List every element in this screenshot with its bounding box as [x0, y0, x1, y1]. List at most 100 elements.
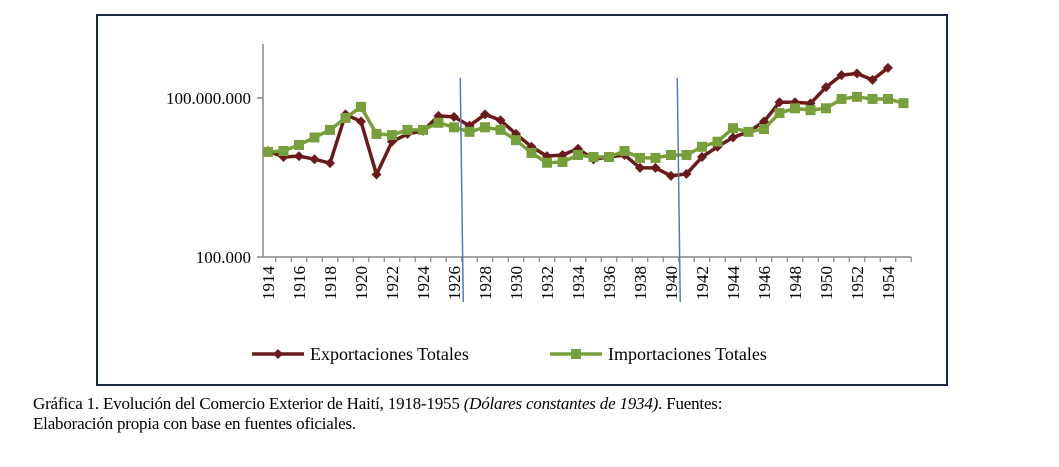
x-tick-label: 1952 — [848, 266, 867, 300]
x-tick-label: 1924 — [414, 266, 433, 301]
data-point — [836, 70, 847, 81]
legend: Exportaciones Totales Importaciones Total… — [252, 344, 767, 364]
data-point — [449, 122, 459, 133]
data-point — [898, 98, 909, 109]
x-tick-label: 1954 — [879, 266, 898, 301]
data-point — [774, 97, 785, 108]
x-tick-labels: 1914 1916 1918 1920 1922 1924 1926 1928 1930 1932… — [259, 266, 898, 301]
data-point — [278, 146, 289, 156]
data-point — [883, 93, 893, 104]
caption-line2: Elaboración propia con base en fuentes o… — [33, 414, 356, 433]
x-tick-label: 1944 — [724, 266, 743, 301]
data-point — [464, 126, 475, 137]
x-tick-label: 1930 — [507, 266, 526, 300]
data-point — [356, 116, 366, 127]
x-tick-label: 1938 — [631, 266, 650, 300]
data-point — [294, 151, 304, 162]
x-tick-label: 1940 — [662, 266, 681, 300]
data-point — [604, 152, 614, 163]
data-point — [387, 130, 397, 141]
data-point — [836, 93, 847, 104]
figure-caption: Gráfica 1. Evolución del Comercio Exteri… — [33, 394, 1053, 434]
data-point — [294, 139, 304, 150]
data-point — [526, 147, 537, 158]
data-point — [697, 152, 707, 163]
data-point — [635, 152, 645, 163]
data-point — [774, 108, 785, 119]
x-tick-label: 1918 — [321, 266, 340, 300]
legend-marker-diamond — [273, 349, 283, 359]
data-point — [759, 124, 769, 135]
x-tick-label: 1936 — [600, 266, 619, 300]
x-tick-label: 1948 — [786, 266, 805, 300]
x-ticks — [275, 257, 912, 262]
data-point — [728, 132, 738, 143]
vertical-marker-line — [676, 77, 681, 303]
x-tick-label: 1932 — [538, 266, 557, 300]
series-exportaciones — [263, 62, 893, 181]
caption-suffix: . Fuentes: — [658, 394, 723, 413]
data-point — [805, 105, 816, 116]
data-point — [495, 124, 506, 135]
data-point — [325, 124, 335, 135]
data-point — [650, 152, 661, 163]
data-point — [852, 91, 862, 102]
y-tick-label: 100.000.000 — [166, 89, 251, 108]
y-tick-label: 100.000 — [196, 248, 251, 267]
x-tick-label: 1926 — [445, 266, 464, 300]
data-point — [418, 124, 428, 135]
x-tick-label: 1922 — [383, 266, 402, 300]
data-point — [480, 122, 490, 133]
legend-label: Exportaciones Totales — [310, 344, 469, 364]
data-point — [449, 111, 459, 122]
data-point — [402, 124, 413, 135]
data-point — [356, 101, 366, 112]
data-point — [495, 115, 506, 126]
x-tick-label: 1934 — [569, 266, 588, 301]
chart-frame — [96, 14, 948, 386]
data-point — [867, 93, 878, 104]
data-point — [790, 103, 800, 114]
data-point — [542, 157, 552, 168]
data-point — [588, 152, 599, 163]
data-point — [480, 109, 490, 120]
x-tick-label: 1946 — [755, 266, 774, 300]
data-point — [852, 68, 862, 79]
data-point — [325, 158, 335, 169]
x-tick-label: 1914 — [259, 266, 278, 301]
data-point — [821, 103, 831, 114]
data-point — [666, 170, 676, 181]
data-point — [371, 128, 382, 139]
legend-item-importaciones: Importaciones Totales — [550, 344, 767, 364]
data-point — [681, 168, 692, 179]
x-tick-label: 1950 — [817, 266, 836, 300]
data-point — [681, 150, 692, 161]
data-point — [821, 82, 831, 93]
data-point — [650, 162, 661, 173]
data-point — [263, 146, 273, 157]
caption-italic: (Dólares constantes de 1934) — [463, 394, 659, 413]
data-point — [309, 154, 320, 165]
data-point — [712, 136, 723, 147]
data-point — [743, 126, 754, 137]
data-point — [557, 157, 568, 168]
data-point — [697, 141, 707, 152]
data-point — [635, 162, 645, 173]
series-importaciones — [263, 91, 909, 168]
x-tick-label: 1920 — [352, 266, 371, 300]
data-point — [666, 150, 676, 161]
axes — [257, 44, 912, 258]
data-point — [883, 62, 893, 73]
data-point — [433, 117, 444, 128]
data-point — [728, 123, 738, 134]
data-point — [619, 146, 630, 156]
legend-marker-square — [571, 349, 581, 359]
x-tick-label: 1928 — [476, 266, 495, 300]
x-tick-label: 1916 — [290, 266, 309, 300]
y-tick-labels: 100.000 100.000.000 — [166, 89, 251, 267]
legend-item-exportaciones: Exportaciones Totales — [252, 344, 469, 364]
x-tick-label: 1942 — [693, 266, 712, 300]
data-point — [511, 135, 521, 146]
caption-text: Gráfica 1. Evolución del Comercio Exteri… — [33, 394, 464, 413]
